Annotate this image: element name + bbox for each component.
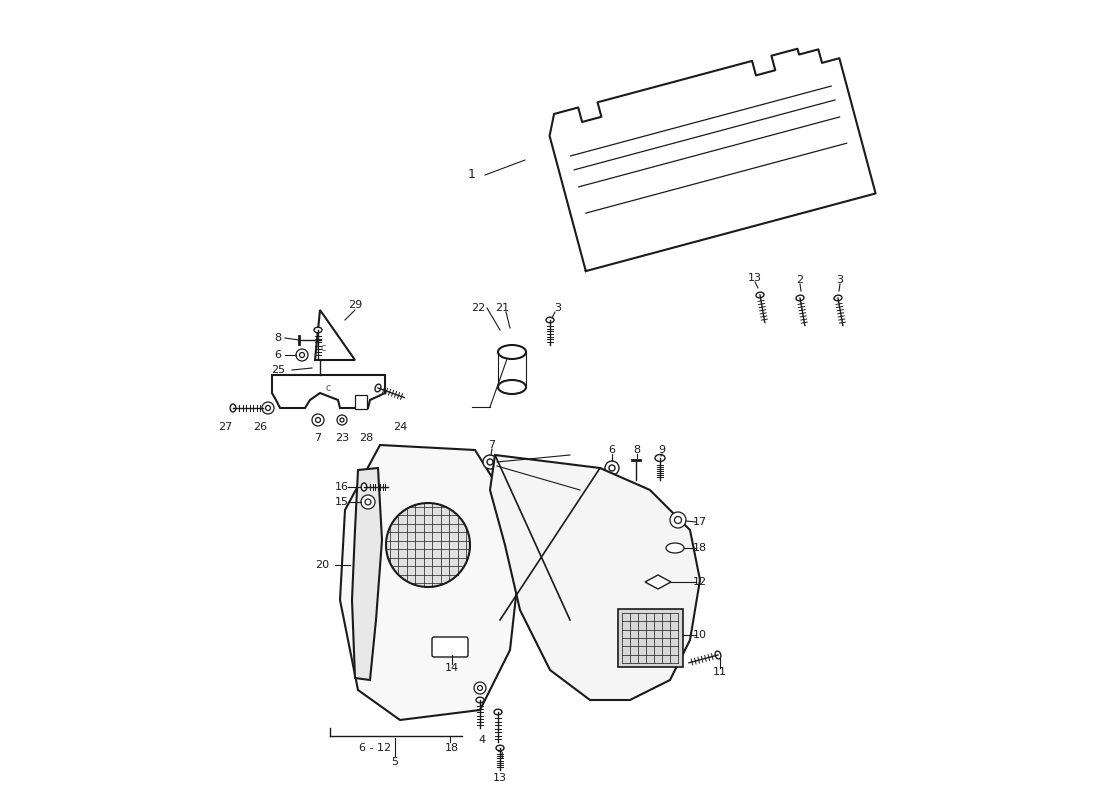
- Circle shape: [483, 455, 497, 469]
- Text: 10: 10: [693, 630, 707, 640]
- Polygon shape: [352, 468, 382, 680]
- Text: 24: 24: [393, 422, 407, 432]
- Ellipse shape: [476, 697, 484, 702]
- Text: 12: 12: [693, 577, 707, 587]
- Text: 18: 18: [693, 543, 707, 553]
- Ellipse shape: [314, 327, 322, 333]
- Text: 1: 1: [469, 169, 476, 182]
- Polygon shape: [315, 310, 355, 360]
- Circle shape: [474, 682, 486, 694]
- Ellipse shape: [666, 543, 684, 553]
- FancyBboxPatch shape: [618, 609, 683, 667]
- Polygon shape: [272, 375, 385, 408]
- Circle shape: [299, 353, 305, 358]
- Circle shape: [670, 512, 686, 528]
- Text: 3: 3: [496, 751, 504, 761]
- Text: 20: 20: [315, 560, 329, 570]
- Ellipse shape: [361, 483, 366, 491]
- Text: 13: 13: [493, 773, 507, 783]
- Ellipse shape: [496, 746, 504, 750]
- Circle shape: [605, 461, 619, 475]
- Ellipse shape: [756, 292, 764, 298]
- Circle shape: [316, 418, 320, 422]
- Circle shape: [674, 517, 682, 523]
- Text: 6 - 12: 6 - 12: [359, 743, 392, 753]
- Text: 6: 6: [275, 350, 282, 360]
- Circle shape: [312, 414, 324, 426]
- Text: 6: 6: [608, 445, 616, 455]
- Text: 8: 8: [274, 333, 282, 343]
- Text: 8: 8: [634, 445, 640, 455]
- Text: 25: 25: [271, 365, 285, 375]
- Text: 9: 9: [659, 445, 666, 455]
- Circle shape: [386, 503, 470, 587]
- Text: c: c: [326, 383, 331, 393]
- Ellipse shape: [715, 651, 720, 659]
- Circle shape: [365, 499, 371, 505]
- Text: 7: 7: [315, 433, 321, 443]
- Text: 4: 4: [478, 735, 485, 745]
- Text: 7: 7: [488, 440, 496, 450]
- Ellipse shape: [546, 317, 554, 322]
- Text: 18: 18: [444, 743, 459, 753]
- Text: 2: 2: [796, 275, 804, 285]
- Text: 29: 29: [348, 300, 362, 310]
- Ellipse shape: [796, 295, 804, 301]
- Text: 11: 11: [713, 667, 727, 677]
- FancyBboxPatch shape: [355, 395, 367, 409]
- Polygon shape: [340, 445, 520, 720]
- Circle shape: [296, 349, 308, 361]
- Ellipse shape: [498, 345, 526, 359]
- Ellipse shape: [498, 380, 526, 394]
- Text: 3: 3: [554, 303, 561, 313]
- Polygon shape: [645, 575, 671, 589]
- FancyBboxPatch shape: [432, 637, 468, 657]
- Text: 13: 13: [748, 273, 762, 283]
- Text: 28: 28: [359, 433, 373, 443]
- Circle shape: [487, 459, 493, 465]
- Text: 23: 23: [334, 433, 349, 443]
- Circle shape: [361, 495, 375, 509]
- Circle shape: [337, 415, 346, 425]
- Ellipse shape: [230, 404, 235, 412]
- Ellipse shape: [494, 709, 502, 715]
- Text: 17: 17: [693, 517, 707, 527]
- Text: 21: 21: [495, 303, 509, 313]
- Circle shape: [340, 418, 344, 422]
- Circle shape: [262, 402, 274, 414]
- Polygon shape: [490, 455, 700, 700]
- Text: 5: 5: [392, 757, 398, 767]
- Text: 14: 14: [444, 663, 459, 673]
- Ellipse shape: [375, 384, 381, 392]
- Ellipse shape: [834, 295, 842, 301]
- Text: c: c: [320, 343, 326, 353]
- Text: 16: 16: [336, 482, 349, 492]
- Circle shape: [477, 686, 483, 690]
- Ellipse shape: [654, 454, 666, 462]
- Text: 26: 26: [253, 422, 267, 432]
- Text: 22: 22: [471, 303, 485, 313]
- Circle shape: [609, 465, 615, 471]
- Text: 27: 27: [218, 422, 232, 432]
- Circle shape: [265, 406, 271, 410]
- Text: 3: 3: [836, 275, 844, 285]
- Text: 15: 15: [336, 497, 349, 507]
